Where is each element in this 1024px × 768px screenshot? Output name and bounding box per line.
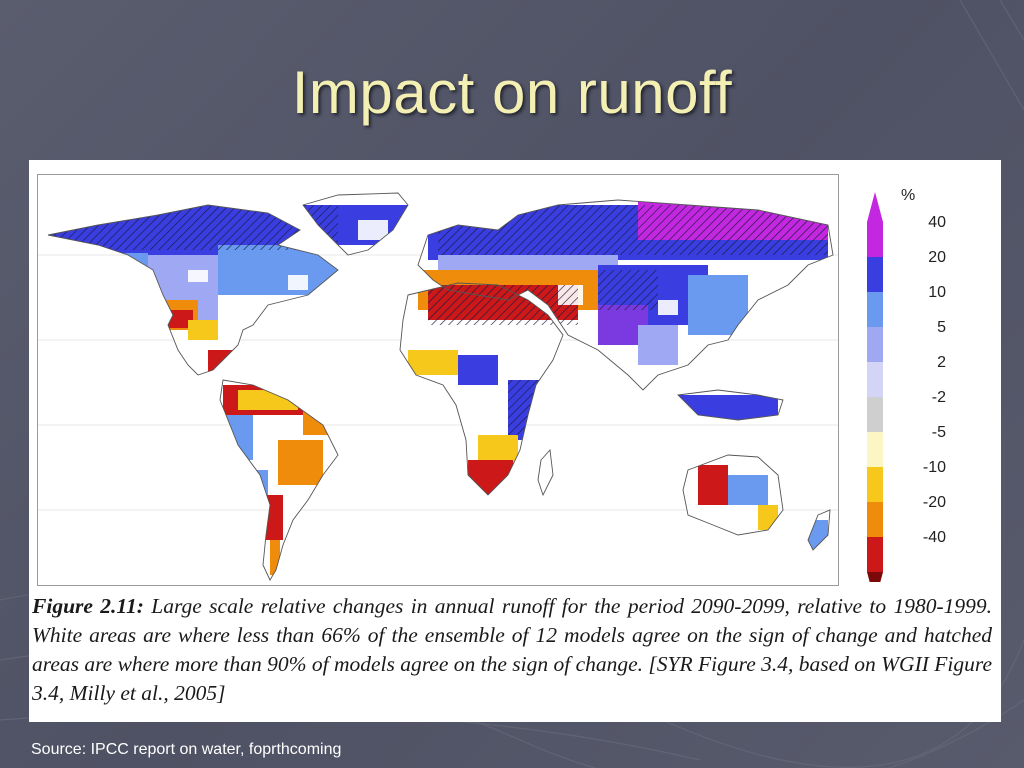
figure-panel: % 40 20 10 5 2 -2 -5 -10 -20 -40 Figure 2.11: Lar… bbox=[29, 160, 1001, 722]
legend-label: -10 bbox=[923, 459, 946, 476]
legend-label: -20 bbox=[923, 494, 946, 511]
legend-label: -2 bbox=[932, 389, 946, 406]
legend-label: -5 bbox=[932, 424, 946, 441]
legend-cap-high bbox=[867, 192, 883, 222]
source-note: Source: IPCC report on water, foprthcomi… bbox=[31, 741, 342, 758]
legend-label: 2 bbox=[937, 354, 946, 371]
legend-label: 10 bbox=[928, 284, 946, 301]
figure-label: Figure 2.11: bbox=[32, 594, 144, 618]
legend-cap-low bbox=[867, 572, 883, 582]
runoff-legend: % 40 20 10 5 2 -2 -5 -10 -20 -40 bbox=[867, 187, 946, 582]
figure-caption: Figure 2.11: Large scale relative change… bbox=[32, 592, 992, 708]
legend-swatch bbox=[867, 257, 883, 292]
legend-swatch bbox=[867, 222, 883, 257]
world-map-svg bbox=[38, 175, 838, 585]
slide-title: Impact on runoff bbox=[291, 59, 733, 126]
legend-swatch bbox=[867, 502, 883, 537]
legend-label: -40 bbox=[923, 529, 946, 546]
legend-label: 5 bbox=[937, 319, 946, 336]
legend-label: 20 bbox=[928, 249, 946, 266]
legend-swatch bbox=[867, 327, 883, 362]
runoff-map bbox=[37, 174, 839, 586]
legend-swatch bbox=[867, 467, 883, 502]
legend-swatch bbox=[867, 537, 883, 572]
figure-caption-text: Large scale relative changes in annual r… bbox=[32, 594, 993, 705]
legend-swatch bbox=[867, 432, 883, 467]
legend-unit: % bbox=[901, 187, 915, 204]
legend-swatch bbox=[867, 362, 883, 397]
coastlines bbox=[47, 192, 834, 581]
legend-swatch bbox=[867, 292, 883, 327]
legend-label: 40 bbox=[928, 214, 946, 231]
legend-swatch bbox=[867, 397, 883, 432]
